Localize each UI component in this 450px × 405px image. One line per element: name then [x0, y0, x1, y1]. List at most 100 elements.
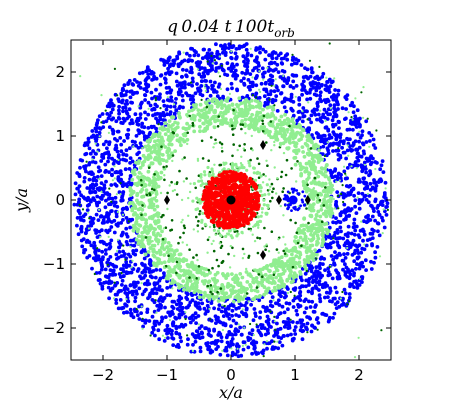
outer-ring-point: [237, 44, 242, 49]
outer-ring-point: [274, 94, 279, 98]
central-halo-point: [229, 234, 233, 238]
scattered-point: [158, 238, 161, 241]
scattered-point: [230, 347, 233, 350]
outer-ring-point: [303, 297, 308, 302]
outer-ring-point: [334, 236, 338, 241]
inner-ring-point: [157, 133, 161, 138]
outer-ring-point: [330, 143, 335, 147]
inner-ring-point: [293, 246, 298, 251]
scattered-point: [212, 223, 216, 227]
outer-ring-point: [198, 88, 203, 93]
outer-ring-point: [224, 335, 229, 340]
outer-ring-point: [113, 182, 117, 187]
outer-ring-point: [250, 328, 255, 333]
outer-ring-point: [351, 110, 356, 115]
outer-ring-point: [174, 108, 179, 113]
outer-ring-point: [365, 184, 370, 189]
scattered-point: [195, 215, 198, 219]
outer-ring-point: [132, 91, 137, 95]
outer-ring-point: [127, 146, 132, 151]
scattered-point: [236, 148, 239, 152]
outer-ring-point: [179, 83, 184, 88]
inner-ring-point: [248, 124, 253, 128]
outer-ring-point: [140, 70, 145, 75]
outer-ring-point: [276, 346, 281, 351]
outer-ring-point: [274, 67, 278, 72]
scattered-point: [256, 236, 259, 240]
outer-ring-point: [119, 221, 123, 225]
scattered-point: [181, 241, 184, 244]
inner-ring-point: [157, 148, 162, 153]
scattered-point: [220, 64, 223, 67]
scattered-point: [137, 105, 140, 108]
outer-ring-point: [135, 152, 140, 157]
scattered-point: [291, 261, 294, 264]
inner-ring-point: [208, 271, 212, 275]
scattered-point: [273, 84, 276, 87]
inner-ring-point: [213, 288, 218, 293]
inner-ring-point: [279, 261, 283, 265]
inner-ring-point: [152, 183, 157, 188]
outer-ring-point: [122, 310, 126, 315]
outer-ring-point: [306, 289, 311, 294]
outer-ring-point: [281, 320, 286, 324]
inner-ring-point: [279, 278, 284, 283]
inner-ring-point: [132, 172, 137, 177]
outer-ring-point: [272, 89, 277, 94]
outer-ring-point: [276, 70, 281, 74]
scattered-point: [263, 245, 266, 248]
scattered-point: [339, 297, 342, 300]
inner-ring-point: [153, 139, 157, 144]
scattered-point: [106, 263, 109, 266]
inner-ring-point: [140, 195, 144, 199]
inner-ring-point: [284, 247, 289, 252]
outer-ring-point: [335, 300, 340, 305]
outer-ring-point: [158, 117, 163, 122]
scattered-point: [98, 135, 101, 138]
inner-ring-point: [303, 235, 308, 240]
scattered-point: [160, 145, 163, 148]
outer-ring-point: [179, 339, 184, 344]
outer-ring-point: [361, 149, 366, 154]
outer-ring-point: [250, 84, 255, 89]
inner-ring-point: [290, 252, 294, 257]
inner-ring-point: [158, 140, 163, 145]
outer-ring-point: [103, 205, 108, 210]
outer-ring-point: [307, 315, 311, 320]
scattered-point: [155, 311, 158, 314]
outer-ring-point: [72, 202, 77, 207]
scattered-point: [273, 320, 276, 323]
outer-ring-point: [301, 284, 305, 289]
scattered-point: [263, 343, 266, 346]
inner-ring-point: [156, 214, 161, 219]
outer-ring-point: [299, 63, 304, 67]
outer-ring-point: [278, 51, 283, 56]
scattered-point: [236, 230, 239, 233]
scattered-point: [269, 310, 272, 313]
scattered-point: [279, 144, 282, 147]
scattered-point: [346, 246, 349, 250]
inner-ring-point: [226, 273, 230, 278]
central-halo-point: [231, 166, 235, 170]
inner-ring-point: [140, 237, 145, 242]
outer-ring-point: [370, 204, 374, 209]
outer-ring-point: [186, 59, 191, 64]
outer-ring-point: [323, 87, 328, 92]
scattered-point: [172, 251, 175, 254]
inner-ring-point: [166, 127, 170, 131]
inner-ring-point: [330, 187, 335, 192]
outer-ring-point: [331, 240, 336, 245]
inner-ring-point: [243, 104, 248, 109]
outer-ring-point: [229, 69, 234, 73]
scattered-point: [175, 260, 179, 264]
scattered-point: [147, 107, 150, 110]
outer-ring-point: [291, 287, 296, 291]
outer-ring-point: [314, 265, 319, 270]
outer-ring-point: [350, 241, 355, 246]
inner-ring-point: [233, 280, 238, 285]
outer-ring-point: [253, 58, 257, 63]
scattered-point: [256, 157, 259, 160]
outer-ring-point: [151, 113, 155, 118]
outer-ring-point: [343, 94, 348, 99]
outer-ring-point: [375, 206, 379, 210]
